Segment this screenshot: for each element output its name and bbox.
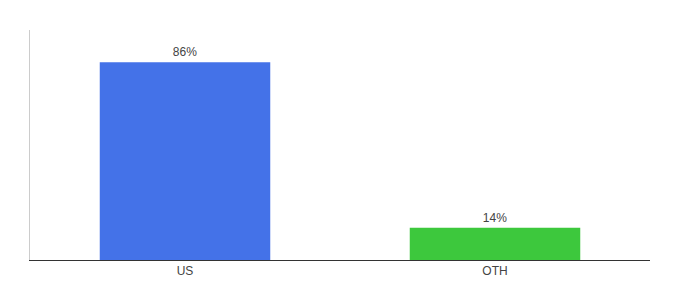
svg-text:14%: 14% [483,211,507,225]
svg-text:OTH: OTH [482,264,507,278]
svg-text:86%: 86% [173,45,197,59]
svg-text:US: US [177,264,194,278]
